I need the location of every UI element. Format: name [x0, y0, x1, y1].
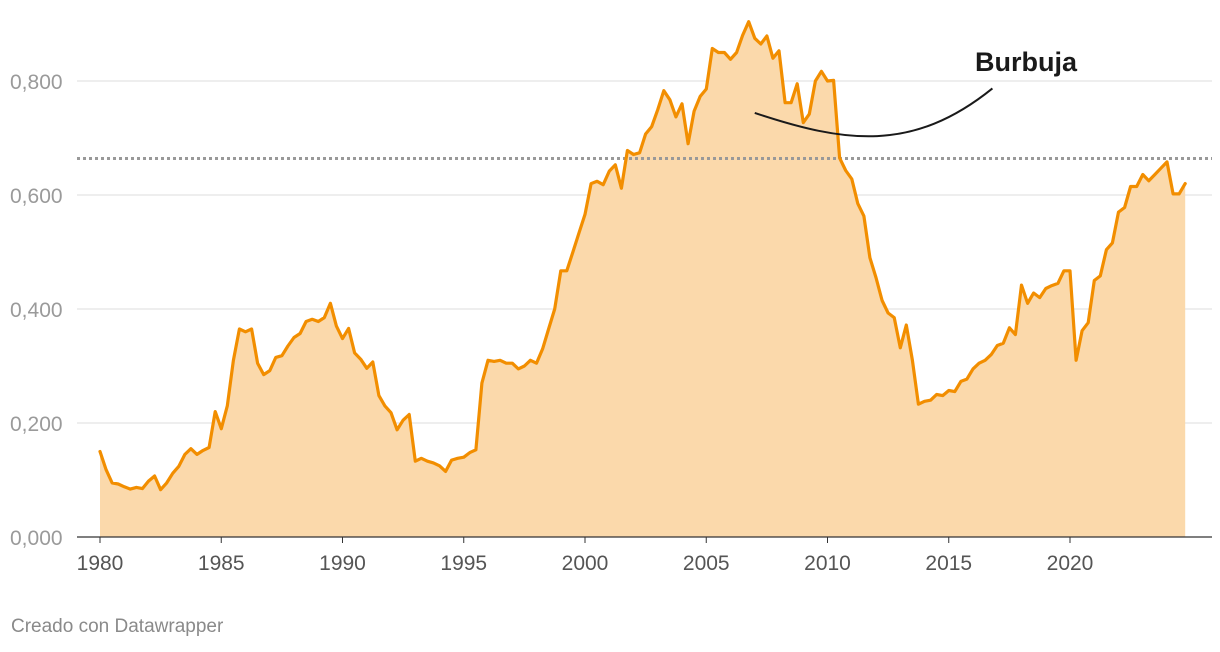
area-fill-layer [100, 21, 1186, 537]
y-tick-label: 0,400 [10, 299, 63, 322]
x-tick-label: 2005 [683, 552, 730, 575]
y-tick-label: 0,600 [10, 185, 63, 208]
x-tick-label: 2020 [1047, 552, 1094, 575]
annotation-connector [754, 87, 994, 138]
x-tick-label: 1990 [319, 552, 366, 575]
x-tick-label: 2015 [925, 552, 972, 575]
x-tick-label: 2010 [804, 552, 851, 575]
annotation-label: Burbuja [975, 47, 1078, 77]
y-tick-labels: 0,000 0,200 0,400 0,600 0,800 [10, 71, 63, 550]
x-tick-label: 1985 [198, 552, 245, 575]
x-tick-label: 1995 [440, 552, 487, 575]
y-tick-label: 0,000 [10, 527, 63, 550]
footer-credit: Creado con Datawrapper [11, 616, 224, 637]
y-tick-label: 0,800 [10, 71, 63, 94]
x-tick-label: 1980 [77, 552, 124, 575]
annotation-layer: Burbuja [754, 47, 1078, 138]
x-tick-labels: 1980 1985 1990 1995 2000 2005 2010 2015 2020 [77, 537, 1094, 575]
series-area [100, 21, 1186, 537]
series-line-layer [98, 20, 1187, 492]
series-line [98, 20, 1187, 492]
x-tick-label: 2000 [562, 552, 609, 575]
y-tick-label: 0,200 [10, 413, 63, 436]
